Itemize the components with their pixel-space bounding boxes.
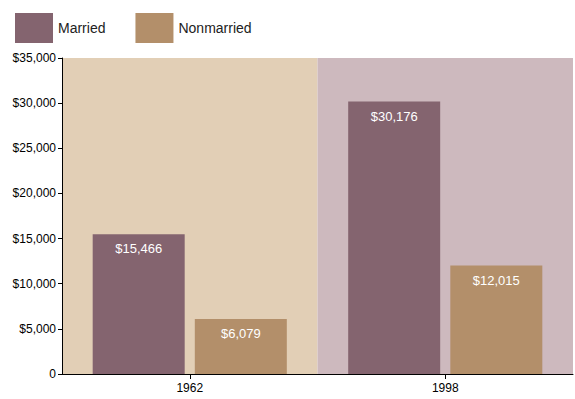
svg-text:$25,000: $25,000: [13, 141, 57, 155]
svg-text:$30,176: $30,176: [371, 109, 418, 124]
svg-text:$6,079: $6,079: [221, 326, 261, 341]
svg-text:$30,000: $30,000: [13, 96, 57, 110]
svg-text:$15,000: $15,000: [13, 232, 57, 246]
svg-text:$5,000: $5,000: [19, 322, 56, 336]
svg-text:1962: 1962: [176, 381, 203, 395]
svg-text:Nonmarried: Nonmarried: [178, 20, 251, 36]
svg-text:$35,000: $35,000: [13, 51, 57, 65]
svg-text:$15,466: $15,466: [115, 241, 162, 256]
svg-text:$20,000: $20,000: [13, 186, 57, 200]
svg-text:0: 0: [49, 367, 56, 381]
svg-text:$12,015: $12,015: [473, 273, 520, 288]
svg-text:1998: 1998: [432, 381, 459, 395]
svg-text:$10,000: $10,000: [13, 277, 57, 291]
svg-text:Married: Married: [58, 20, 105, 36]
